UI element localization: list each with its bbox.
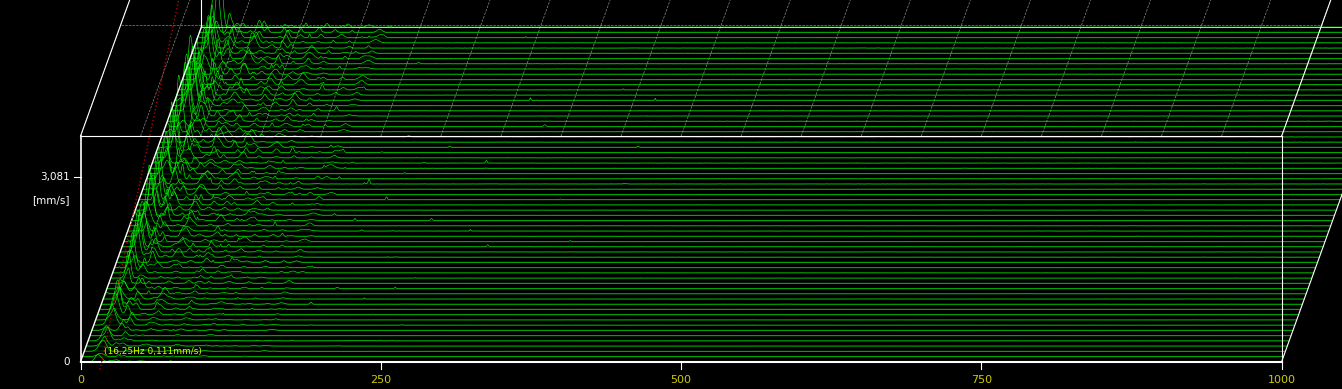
Text: 1000: 1000	[1268, 375, 1295, 385]
Text: [mm/s]: [mm/s]	[32, 195, 70, 205]
Text: 3,081: 3,081	[40, 172, 70, 182]
Text: (16,25Hz 0,111mm/s): (16,25Hz 0,111mm/s)	[105, 347, 201, 356]
Polygon shape	[81, 0, 1342, 136]
Text: 750: 750	[970, 375, 992, 385]
Text: 500: 500	[671, 375, 691, 385]
Text: 0: 0	[76, 375, 85, 385]
Text: 250: 250	[370, 375, 392, 385]
Text: 0: 0	[63, 357, 70, 367]
